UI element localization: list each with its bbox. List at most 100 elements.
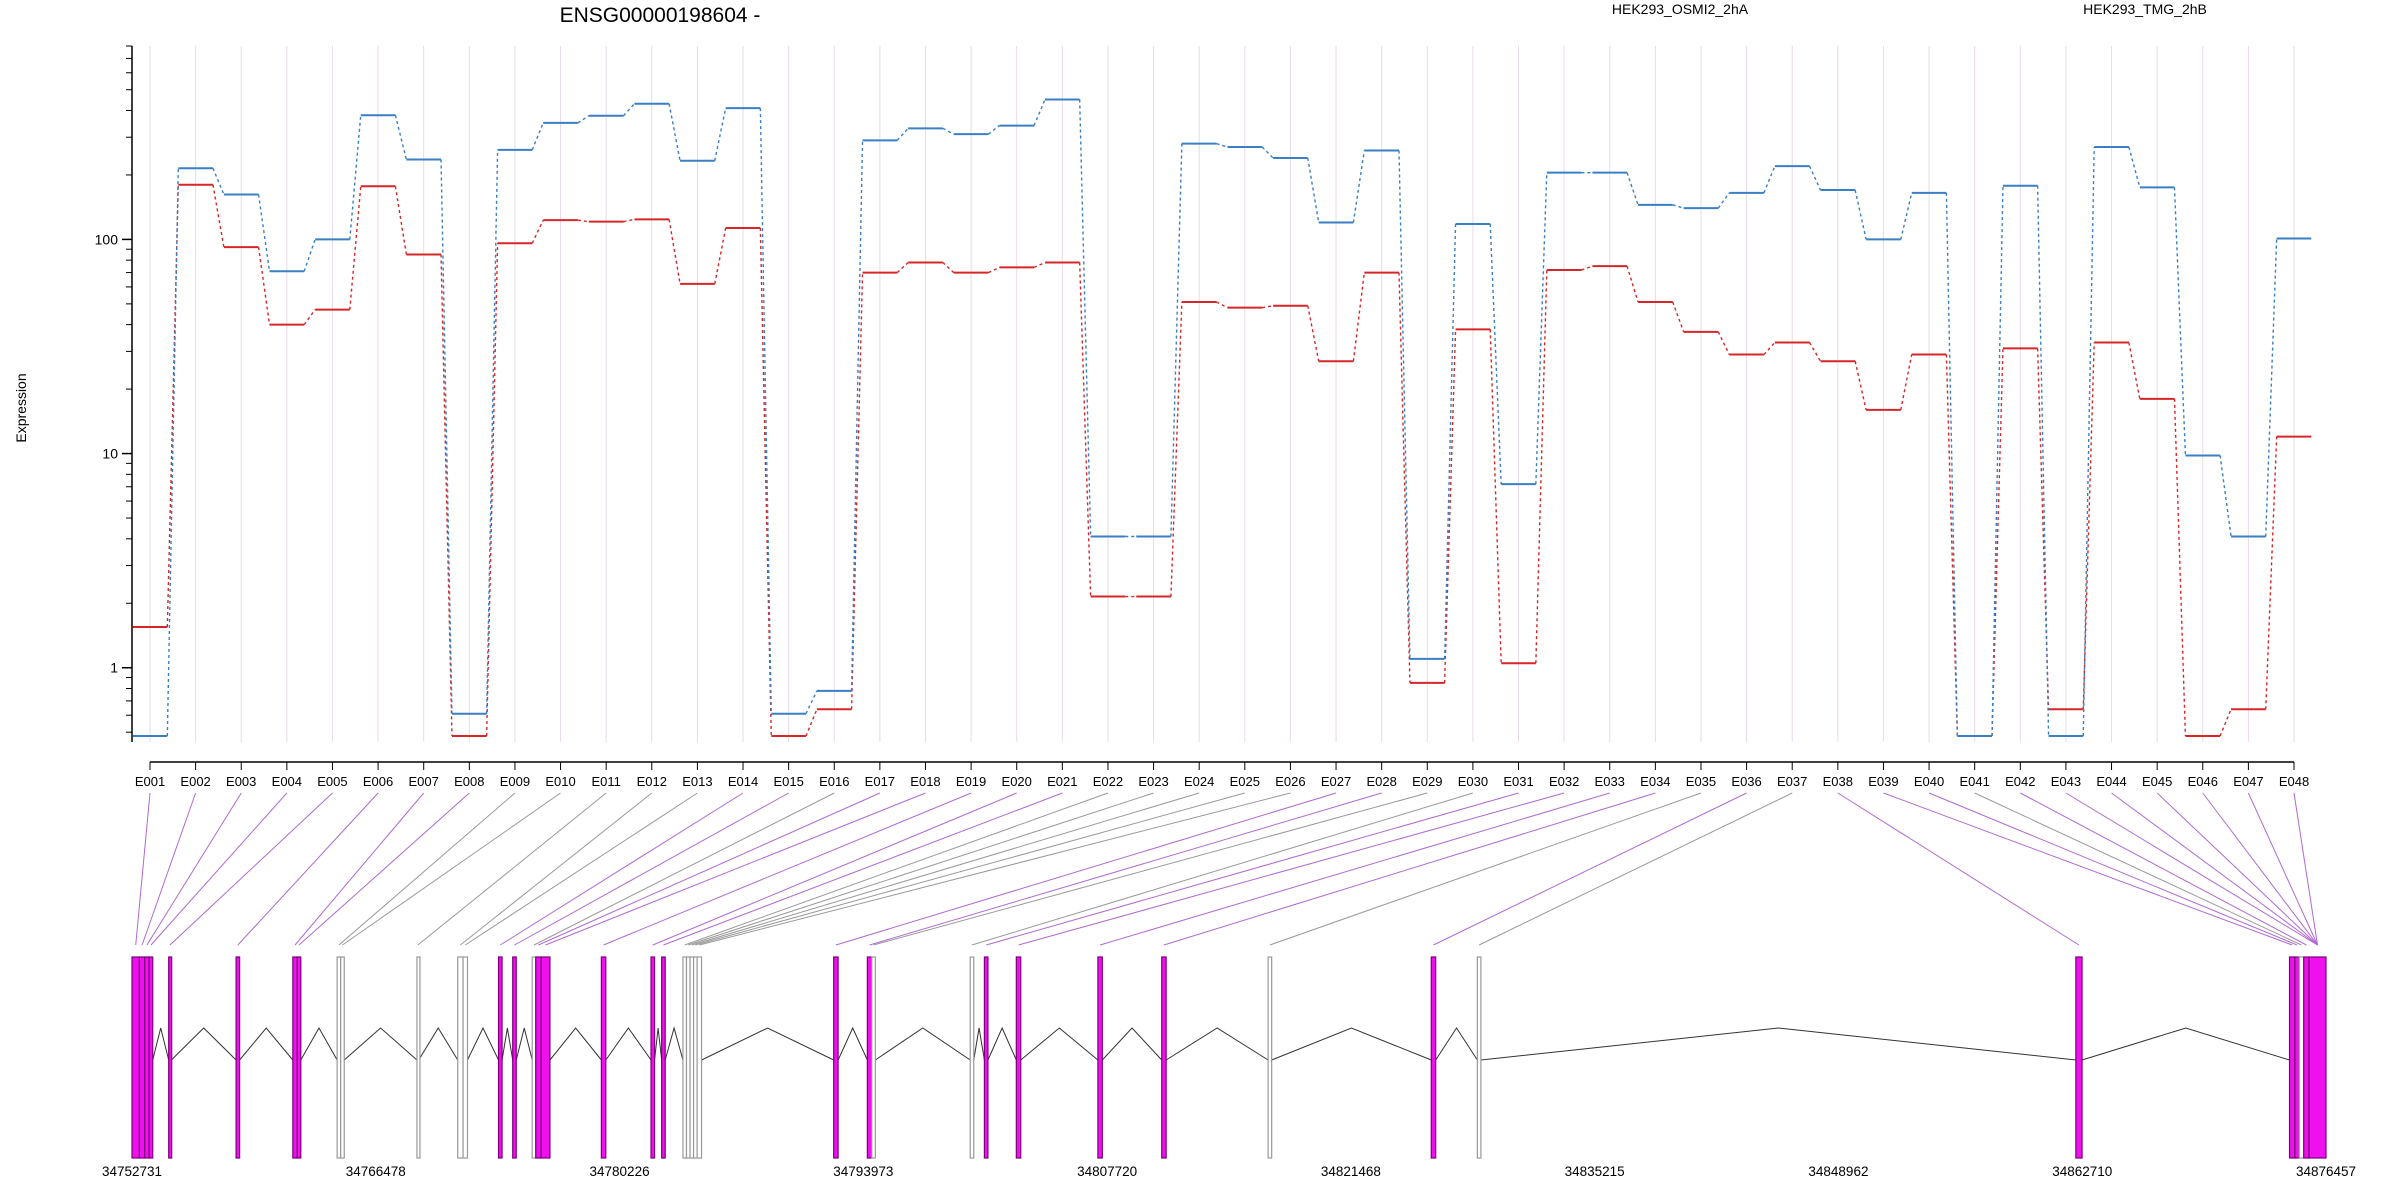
mapping-line-E005 [169, 792, 333, 946]
mapping-line-E035 [1269, 792, 1702, 946]
mapping-line-E026 [699, 792, 1291, 946]
mapping-line-E033 [1099, 792, 1610, 946]
exon-E029 [969, 956, 975, 1159]
series-connector [1535, 172, 1548, 485]
x-tick-label: E027 [1321, 774, 1351, 789]
series-connector [1078, 262, 1092, 597]
series-connector [1808, 165, 1822, 191]
exon-E010 [340, 956, 345, 1159]
intron-line [549, 1027, 602, 1061]
series-connector [1398, 272, 1411, 683]
x-tick-label: E031 [1503, 774, 1533, 789]
mapping-line-E044 [2111, 792, 2318, 946]
exon-E019 [600, 956, 607, 1159]
mapping-line-E013 [464, 792, 698, 946]
series-connector [1489, 329, 1502, 664]
series-connector [1945, 192, 1959, 737]
intron-line [152, 1027, 170, 1061]
series-connector [1672, 204, 1684, 209]
exon-E040 [2298, 956, 2305, 1159]
intron-line [501, 1027, 514, 1061]
intron-line [300, 1026, 338, 1061]
mapping-line-E012 [460, 792, 653, 946]
series-connector [2036, 185, 2050, 737]
series-connector [1170, 302, 1183, 597]
series-connector [303, 309, 316, 326]
series-connector [942, 127, 955, 135]
x-tick-label: E029 [1412, 774, 1442, 789]
intron-line [1480, 1027, 2076, 1061]
series-lines [132, 98, 2312, 737]
x-tick-label: E007 [409, 774, 439, 789]
series-connector [2082, 147, 2095, 737]
series-connector [531, 122, 544, 151]
mapping-line-E036 [1433, 792, 1747, 946]
series-connector [1489, 223, 1502, 485]
mapping-line-E020 [652, 792, 1017, 946]
x-tick-label: E039 [1868, 774, 1898, 789]
series-connector [942, 262, 955, 274]
series-connector [2219, 455, 2232, 537]
series-connector [349, 186, 362, 310]
series-connector [1626, 265, 1639, 303]
y-axis: 1 10 100 [95, 45, 133, 742]
mapping-line-E019 [603, 792, 972, 946]
series-connector [1398, 150, 1411, 659]
mapping-line-E040 [1928, 792, 2298, 946]
series-connector [1763, 165, 1776, 194]
series-connector [714, 108, 727, 161]
exon-E012 [457, 956, 464, 1159]
exon-E030 [983, 956, 989, 1159]
series-connector [1443, 223, 1457, 659]
mapping-line-E038 [1837, 792, 2080, 946]
coordinate-tick-label: 34752731 [102, 1164, 162, 1179]
exon-E028 [871, 956, 876, 1159]
series-connector [805, 690, 818, 715]
intron-line [1165, 1027, 1269, 1061]
x-tick-label: E020 [1002, 774, 1032, 789]
exon-E003 [144, 956, 150, 1159]
intron-line [170, 1027, 237, 1061]
mapping-line-E029 [873, 792, 1428, 946]
series-connector [1900, 192, 1913, 240]
series-connector [850, 272, 864, 710]
series-connector [668, 103, 681, 161]
series-connector [1216, 301, 1228, 309]
x-tick-label: E040 [1914, 774, 1944, 789]
series-connector [303, 239, 316, 272]
series-connector [1262, 305, 1274, 309]
intron-line [343, 1027, 418, 1061]
mapping-line-E009 [338, 792, 516, 946]
grid-lines [149, 46, 2295, 742]
coordinate-tick-label: 34780226 [590, 1164, 650, 1179]
series-connector [2082, 342, 2095, 710]
series-connector [1307, 305, 1320, 362]
series-connector [531, 219, 544, 244]
exon-E026 [833, 956, 839, 1159]
intron-line [875, 1027, 971, 1061]
x-tick-label: E014 [728, 774, 758, 789]
exon-E018 [540, 956, 551, 1159]
x-tick-label: E023 [1138, 774, 1168, 789]
intron-line [837, 1026, 868, 1061]
x-tick-label: E024 [1184, 774, 1214, 789]
x-tick-label: E030 [1458, 774, 1488, 789]
x-tick-label: E008 [454, 774, 484, 789]
exon-E025b [696, 956, 703, 1159]
intron-line [605, 1027, 652, 1061]
legend-series-a: HEK293_OSMI2_2hA [1612, 1, 1749, 17]
y-tick-label: 100 [95, 231, 119, 247]
series-connector [668, 219, 681, 284]
intron-line [654, 1027, 663, 1061]
exon-E027 [866, 956, 873, 1159]
exon-E015 [512, 956, 517, 1159]
x-tick-label: E038 [1823, 774, 1853, 789]
exon-E007 [292, 956, 298, 1159]
mapping-line-E024 [691, 792, 1200, 946]
x-tick-label: E036 [1731, 774, 1761, 789]
series-connector [1033, 99, 1046, 126]
series-connector [1352, 150, 1366, 223]
series-connector [2173, 187, 2187, 456]
mapping-line-E022 [684, 792, 1109, 946]
